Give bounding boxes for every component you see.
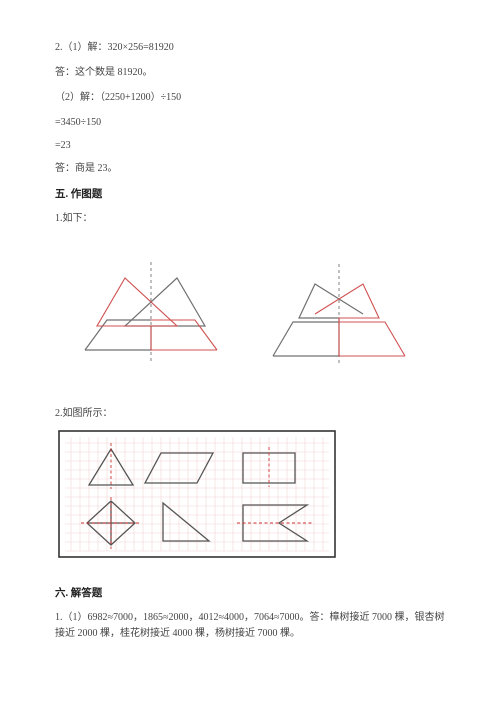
- p2-2-calc3: =23: [55, 138, 445, 153]
- p2-1-calc: 2.（1）解：320×256=81920: [55, 40, 445, 55]
- p2-2-calc1: （2）解：（2250+1200）÷150: [55, 90, 445, 105]
- p2-1-answer: 答：这个数是 81920。: [55, 65, 445, 80]
- fig1-right-gray2: [273, 322, 339, 356]
- fig1-right-red2: [339, 322, 405, 356]
- fig1-left-gray1: [85, 278, 205, 350]
- fig1-right-gray: [273, 284, 363, 356]
- fig1-left-red1: [97, 278, 217, 350]
- section5-item2-label: 2.如图所示：: [55, 404, 445, 419]
- section5-item1-label: 1.如下：: [55, 211, 445, 226]
- section6-title: 六. 解答题: [55, 585, 445, 600]
- figure1-container: [55, 244, 445, 384]
- fig1-left-gray2: [85, 320, 151, 350]
- section5-title: 五. 作图题: [55, 186, 445, 201]
- p2-2-calc2: =3450÷150: [55, 115, 445, 130]
- figure2-svg: [55, 427, 345, 565]
- fig1-right-red: [315, 284, 405, 356]
- figure1-svg: [55, 244, 435, 384]
- p2-2-answer: 答：商是 23。: [55, 161, 445, 176]
- fig1-left-red2: [151, 320, 217, 350]
- section6-answer1: 1.（1）6982≈7000，1865≈2000，4012≈4000，7064≈…: [55, 610, 445, 642]
- figure2-container: [55, 427, 445, 565]
